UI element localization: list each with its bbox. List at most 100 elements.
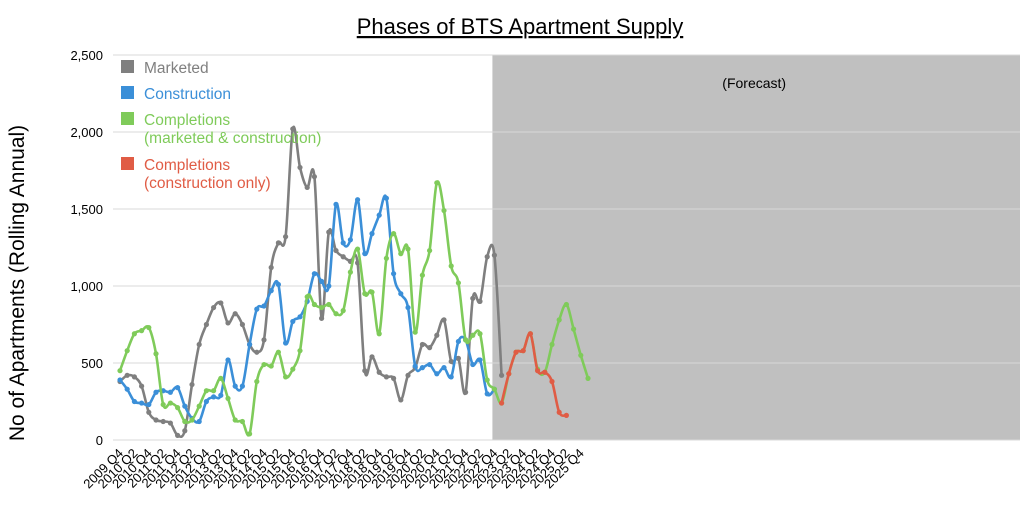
data-point [556,317,562,323]
data-point [311,301,317,308]
data-point [470,332,476,338]
data-point [527,331,534,337]
legend-label: Completions [144,157,230,174]
data-point [491,386,497,392]
data-point [405,372,411,378]
data-point [239,418,245,425]
data-point [398,397,404,403]
data-point [455,355,461,361]
data-point [232,417,238,423]
data-point [124,386,130,392]
data-point [398,291,404,297]
data-point [211,304,217,311]
data-point [578,352,584,358]
data-point [261,303,267,309]
data-point [275,349,281,355]
data-point [189,381,195,388]
legend-swatch [121,86,134,99]
data-point [124,348,130,354]
data-point [319,278,325,284]
data-point [297,314,303,320]
data-point [535,368,541,374]
data-point [139,400,145,406]
data-point [326,301,332,308]
data-point [239,321,245,328]
data-point [448,263,454,269]
data-point [247,431,253,437]
data-point [441,207,447,214]
data-point [556,409,562,415]
data-point [333,311,339,317]
data-point [275,281,281,288]
data-point [290,366,296,372]
data-point [376,369,382,375]
y-tick-label: 2,500 [70,48,103,63]
legend-label: Marketed [144,60,209,77]
data-point [448,358,454,365]
data-point [182,428,188,434]
data-point [182,418,188,425]
data-point [369,231,375,237]
data-point [275,240,281,246]
data-point [225,320,231,326]
legend-label: (marketed & construction) [144,130,321,147]
data-point [232,383,238,389]
data-point [160,418,166,425]
data-point [563,301,570,308]
y-tick-label: 0 [96,433,103,448]
data-point [153,389,159,395]
data-point [499,372,505,378]
data-point [304,294,310,300]
data-point [405,304,411,311]
data-point [347,269,353,275]
data-point [232,311,238,317]
data-point [549,341,555,348]
data-point [124,372,130,378]
data-point [297,348,303,354]
data-point [167,420,173,426]
data-point [463,389,469,395]
data-point [247,341,253,348]
data-point [261,337,267,343]
data-point [520,348,526,354]
data-point [131,374,137,380]
data-point [218,392,224,398]
data-point [203,321,209,328]
data-point [549,378,555,385]
data-point [362,368,368,374]
data-point [218,375,224,381]
data-point [218,300,224,306]
data-point [319,304,325,311]
data-point [261,361,267,368]
data-point [146,401,152,408]
y-tick-label: 1,000 [70,279,103,294]
data-point [398,251,404,257]
data-point [470,295,476,301]
data-point [268,363,274,369]
data-point [268,288,274,294]
legend-swatch [121,60,134,73]
data-point [376,212,382,218]
data-point [369,354,375,360]
data-point [196,418,202,425]
data-point [254,349,260,355]
data-point [434,371,440,377]
forecast-region [492,55,1020,440]
data-point [283,340,289,346]
data-point [340,254,346,260]
data-point [477,298,483,304]
chart-title: Phases of BTS Apartment Supply [357,14,684,39]
data-point [160,401,166,408]
data-point [326,283,332,289]
data-point [484,377,490,383]
data-point [131,398,137,405]
data-point [455,280,461,286]
data-point [319,315,325,321]
data-point [211,394,217,400]
data-point [333,247,339,254]
series-line [500,332,567,418]
data-point [412,363,418,369]
data-point [455,338,461,345]
